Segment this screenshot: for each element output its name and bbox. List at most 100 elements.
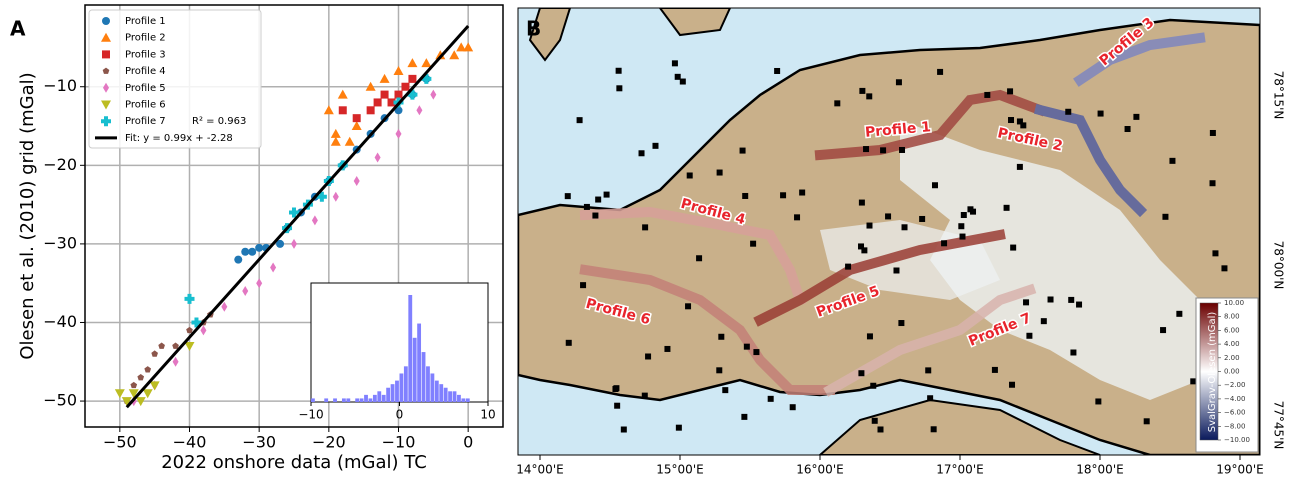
data-point [449,50,460,60]
y-tick-label: −30 [43,233,77,252]
data-point [144,366,152,373]
hist-bar [390,384,395,402]
data-point [270,262,277,273]
station [1047,296,1054,303]
station [1133,113,1140,120]
hist-bar [346,398,351,402]
legend-marker [102,50,110,59]
data-point [137,373,145,381]
x-tick-label: 0 [396,408,404,422]
station [1095,398,1102,405]
colorbar-tick-label: 2.00 [1224,354,1240,362]
station [576,117,583,124]
data-point [158,342,165,349]
data-point [200,325,207,336]
station [967,206,974,213]
station [739,147,746,154]
x-tick-label: −30 [242,433,276,452]
station [616,85,623,92]
data-point [435,50,446,60]
x-tick-label: −40 [173,433,207,452]
station [1003,204,1010,211]
legend-marker [102,67,110,74]
station [895,79,902,86]
station [1026,332,1033,339]
data-point [121,397,132,407]
hist-bar [355,398,360,402]
station [614,402,621,409]
station [789,404,796,411]
x-tick-label: −50 [103,433,137,452]
data-point [255,243,264,252]
station [863,146,870,153]
colorbar-tick-label: 0.00 [1224,368,1240,376]
data-point [387,98,396,107]
legend-label: Profile 2 [125,33,166,44]
data-point [421,58,432,68]
station [1209,180,1216,187]
data-point [456,42,467,52]
station [925,367,932,374]
data-point [186,326,193,334]
data-point [172,342,179,349]
plot-frame [84,4,504,428]
data-point [221,301,228,312]
station [899,146,906,153]
station [984,91,991,98]
panel-label: B [526,17,541,41]
station [595,196,602,203]
legend [88,9,262,149]
y-axis-label: Olesen et al. (2010) grid (mGal) [17,72,38,359]
station [1212,250,1219,257]
legend-marker [103,82,109,93]
station [991,366,998,373]
data-point [172,356,179,367]
hist-bar [461,398,466,402]
hist-bar [395,380,399,402]
data-point [337,89,348,99]
legend-marker [102,17,110,25]
data-point [128,389,139,399]
fit-line [125,25,470,409]
latitude-label: 78°00'N [1272,241,1286,290]
data-point [395,128,402,139]
data-point [149,381,160,391]
station [898,320,905,327]
station [931,182,938,189]
longitude-label: 18°00'E [1076,463,1123,477]
station [716,367,723,374]
station [1169,157,1176,164]
hist-bar [457,394,461,402]
hist-bar [386,387,391,402]
data-point [316,191,327,202]
station [1065,108,1072,115]
hist-bar [452,391,457,402]
station [880,147,887,154]
legend-label: Profile 5 [125,83,166,94]
hist-bar [448,391,452,402]
colorbar-tick-label: −4.00 [1224,395,1245,403]
station [1068,296,1075,303]
legend-label: Profile 4 [125,66,166,77]
legend-label: Profile 1 [125,16,166,27]
station [780,192,787,199]
data-point [242,286,249,297]
station [741,413,748,420]
station [858,370,865,377]
data-point [289,207,299,218]
x-tick-label: 10 [480,408,495,422]
station [859,87,866,94]
station [645,353,652,360]
station [893,267,900,274]
data-point [393,66,404,76]
hist-bar [333,398,337,402]
legend-label: Profile 3 [125,49,166,60]
station [641,392,648,399]
station [565,339,572,346]
station [686,172,693,179]
station [652,142,659,149]
longitude-label: 19°00'E [1216,463,1263,477]
data-point [332,191,339,202]
x-tick-label: −10 [382,433,416,452]
station [722,387,729,394]
